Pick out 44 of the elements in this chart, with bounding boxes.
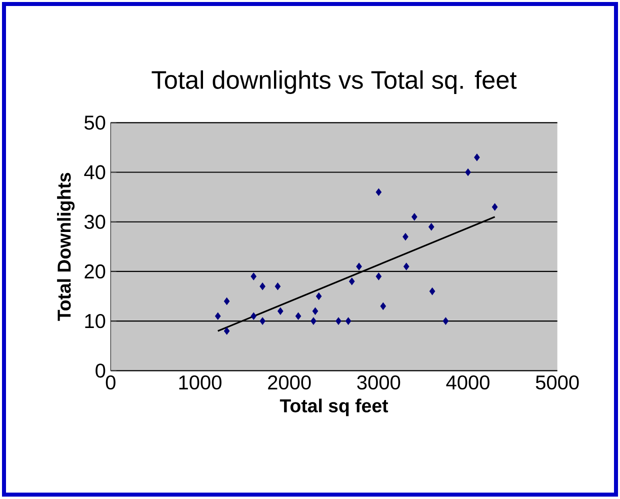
point xyxy=(316,292,322,300)
point xyxy=(474,154,480,162)
point xyxy=(376,188,382,196)
x-tick-label: 2000 xyxy=(268,376,311,390)
point xyxy=(312,308,318,316)
x-tick-label: 3000 xyxy=(357,376,400,390)
point xyxy=(349,278,355,286)
point xyxy=(376,272,382,280)
point xyxy=(260,317,266,325)
point xyxy=(465,168,471,176)
point xyxy=(224,298,230,306)
point xyxy=(428,223,434,231)
point xyxy=(215,312,221,320)
point xyxy=(250,312,256,320)
point xyxy=(274,282,281,290)
point xyxy=(356,262,362,270)
y-tick-label: 50 xyxy=(84,116,106,130)
y-tick-label: 40 xyxy=(84,165,106,180)
x-axis-title: Total sq feet xyxy=(280,398,388,416)
point xyxy=(442,317,449,325)
point xyxy=(429,288,436,296)
point xyxy=(224,327,230,335)
point xyxy=(250,272,256,280)
point xyxy=(310,317,316,325)
x-tick-label: 1000 xyxy=(179,376,222,390)
point xyxy=(295,312,302,320)
y-tick-label: 0 xyxy=(96,364,106,378)
point xyxy=(278,308,284,316)
y-tick-label: 10 xyxy=(85,314,106,328)
point xyxy=(412,213,418,221)
point xyxy=(345,317,352,325)
point xyxy=(403,262,410,270)
point xyxy=(492,203,498,211)
x-tick-label: 0 xyxy=(106,376,116,390)
y-tick-label: 30 xyxy=(84,214,106,230)
y-axis-title: Total Downlights xyxy=(57,173,75,322)
point xyxy=(402,233,408,241)
point xyxy=(380,302,386,310)
y-tick-label: 20 xyxy=(84,264,106,279)
point xyxy=(260,282,266,290)
chart-title: Total downlights vs Total sq. feet xyxy=(152,70,517,94)
x-tick-label: 4000 xyxy=(446,376,490,390)
point xyxy=(336,317,342,325)
x-tick-label: 5000 xyxy=(536,376,579,390)
